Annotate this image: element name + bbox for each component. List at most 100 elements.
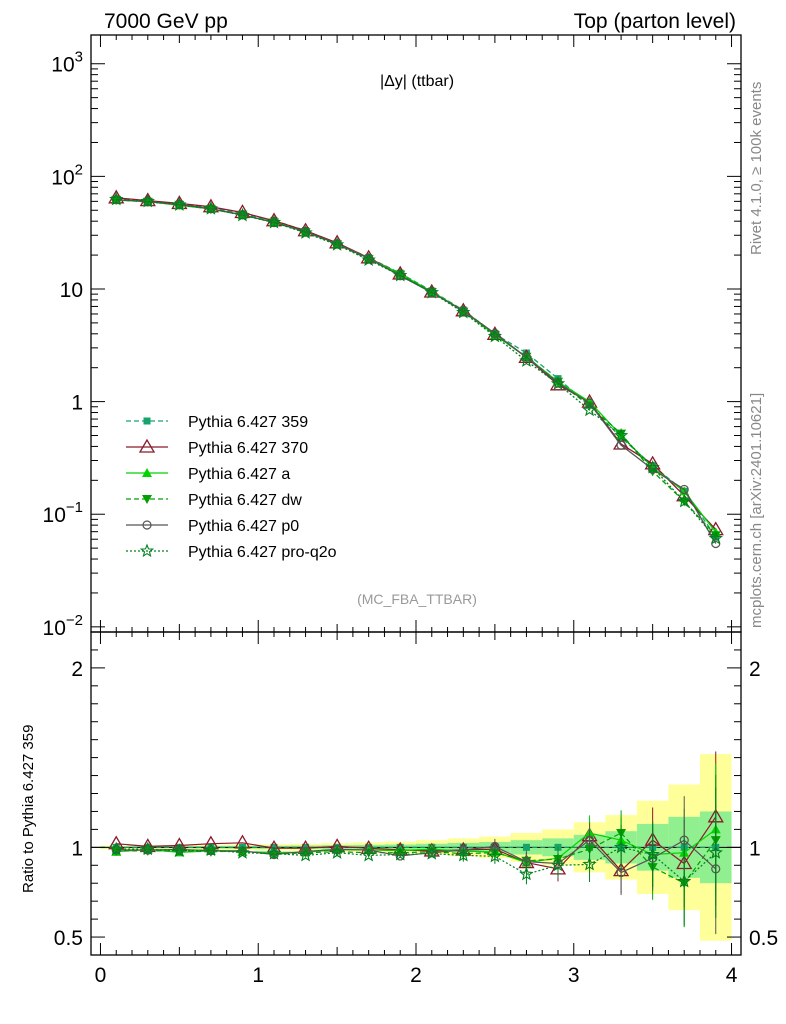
ratio-point-pro-q2o [393,847,408,861]
ratio-y-tick-label-right: 0.5 [749,927,778,950]
ratio-y-tick-label: 1 [71,837,83,860]
ratio-point-pro-q2o [519,866,534,881]
ratio-y-tick-label: 2 [71,658,83,681]
ratio-line-pro-q2o [116,846,717,883]
legend-label-a: Pythia 6.427 a [188,466,290,483]
ratio-point-359 [522,843,530,851]
data-point-pro-q2o [519,353,534,367]
ratio-point-p0 [364,845,374,855]
legend-label-p0: Pythia 6.427 p0 [188,518,299,535]
ratio-point-pro-q2o [235,845,250,859]
process-label: Top (parton level) [573,10,736,33]
ratio-panel-series [108,751,724,935]
data-point-dw [111,195,122,205]
ratio-y-tick-label-right: 1 [749,837,761,860]
data-point-pro-q2o [645,460,660,474]
series-line-pro-q2o [116,198,717,539]
series-line-359 [116,198,717,538]
data-point-pro-q2o [677,493,692,508]
data-point-dw [205,205,216,215]
x-tick-label: 1 [252,964,264,987]
ratio-point-pro-q2o [361,847,376,862]
data-point-pro-q2o [140,193,155,208]
legend-label-pro-q2o: Pythia 6.427 pro-q2o [188,544,337,561]
data-point-p0 [395,271,405,281]
data-point-pro-q2o [424,285,439,299]
y-tick-label: 10 [60,279,83,302]
x-tick-label: 2 [410,964,422,987]
ratio-point-pro-q2o [613,839,629,854]
series-pro-q2o [109,191,723,545]
ratio-y-axis-label: Ratio to Pythia 6.427 359 [20,724,37,893]
ratio-point-p0 [395,851,405,861]
legend-marker-359 [143,417,151,425]
data-point-pro-q2o [109,191,124,206]
legend-marker-pro-q2o [139,543,155,558]
ratio-point-pro-q2o [266,846,282,860]
data-point-pro-q2o [708,530,723,545]
ratio-point-p0 [206,845,216,856]
ratio-point-pro-q2o [329,845,345,859]
ratio-point-pro-q2o [172,843,187,858]
legend-marker-p0 [142,520,152,530]
legend: Pythia 6.427 359 Pythia 6.427 370 Pythia 6… [126,414,337,561]
data-point-pro-q2o [298,225,313,239]
ratio-point-p0 [111,845,121,855]
data-point-pro-q2o [203,201,219,215]
data-point-pro-q2o [456,304,471,319]
legend-label-370: Pythia 6.427 370 [188,440,308,457]
ratio-point-p0 [269,849,279,860]
ratio-point-pro-q2o [424,846,439,860]
x-tick-label: 0 [95,964,107,987]
y-tick-label: 10−2 [43,612,83,640]
data-point-pro-q2o [487,328,503,343]
legend-label-dw: Pythia 6.427 dw [188,492,302,509]
ratio-point-pro-q2o [645,847,660,861]
data-point-pro-q2o [172,197,187,211]
ratio-point-pro-q2o [550,857,566,872]
legend-label-359: Pythia 6.427 359 [188,414,308,431]
ratio-line-dw [116,832,717,884]
ratio-point-dw [395,848,406,858]
data-point-pro-q2o [613,427,629,442]
legend-marker-a [142,468,152,477]
legend-marker-370 [138,438,156,453]
ratio-series-pro-q2o [109,787,723,926]
x-tick-label: 4 [726,964,738,987]
data-point-dw [142,197,153,207]
ratio-y-tick-label-right: 2 [749,658,761,681]
data-point-dw [616,429,627,439]
series-359 [112,195,720,541]
ratio-y-tick-label: 0.5 [54,927,83,950]
series-370 [108,189,724,536]
ratio-point-pro-q2o [109,841,124,856]
series-a [111,195,721,537]
collision-label: 7000 GeV pp [104,10,228,33]
ratio-point-p0 [584,835,595,845]
x-tick-label: 3 [568,964,580,987]
data-point-p0 [584,398,595,408]
ratio-point-pro-q2o [677,873,692,888]
data-point-p0 [679,484,689,495]
data-point-pro-q2o [550,376,566,390]
ratio-point-pro-q2o [708,845,723,859]
data-point-pro-q2o [393,267,408,282]
axes: 0 1 2 3 4 10−2 10−1 1 10 102 103 0.5 0.5 1 1 2 2 [43,34,778,987]
data-point-pro-q2o [361,252,376,267]
y-tick-label: 102 [51,161,83,189]
y-tick-label: 103 [51,49,83,77]
main-panel-series [108,189,724,549]
data-point-dw [584,401,595,411]
ratio-point-pro-q2o [456,847,471,862]
y-tick-label: 1 [71,392,83,415]
ratio-point-pro-q2o [582,856,597,871]
y-tick-label: 10−1 [43,499,83,527]
rivet-version-label: Rivet 4.1.0, ≥ 100k events [748,81,765,255]
ratio-point-p0 [143,845,153,855]
ratio-frame [90,631,742,956]
ratio-point-pro-q2o [487,848,503,863]
data-point-dw [710,531,721,541]
chart-title: |Δy| (ttbar) [380,73,454,90]
ratio-point-pro-q2o [298,847,313,862]
ratio-point-pro-q2o [140,841,155,856]
